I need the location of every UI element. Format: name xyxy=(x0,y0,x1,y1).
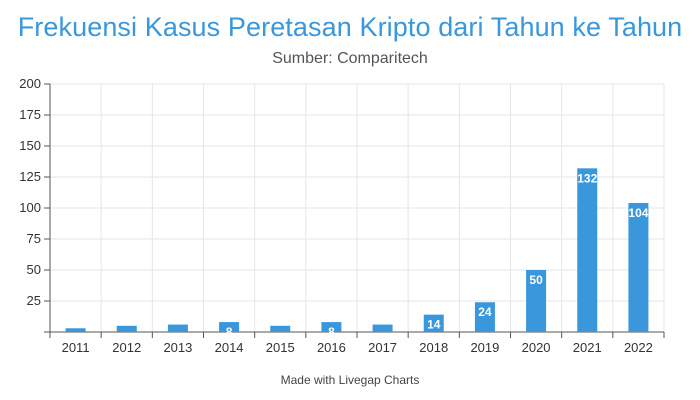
x-tick-label: 2013 xyxy=(163,340,192,355)
y-tick-label: 100 xyxy=(19,200,41,215)
x-tick-label: 2014 xyxy=(215,340,244,355)
chart-credit: Made with Livegap Charts xyxy=(280,373,420,387)
bars xyxy=(65,168,649,332)
x-tick-label: 2015 xyxy=(266,340,295,355)
y-tick-label: 200 xyxy=(19,76,41,91)
bar-2019 xyxy=(474,302,495,332)
bar-2014 xyxy=(219,322,240,332)
y-tick-label: 75 xyxy=(27,231,41,246)
y-tick-label: 175 xyxy=(19,107,41,122)
x-tick-label: 2016 xyxy=(317,340,346,355)
chart-subtitle: Sumber: Comparitech xyxy=(272,50,428,67)
x-tick-label: 2011 xyxy=(62,340,90,355)
bar-2020 xyxy=(526,270,547,332)
data-labels: 8 8 14 24 50 132 104 xyxy=(226,171,649,339)
bar-2015 xyxy=(270,325,291,332)
x-tick-label: 2022 xyxy=(624,340,653,355)
data-label-2022: 104 xyxy=(628,206,648,220)
data-label-2018: 14 xyxy=(427,318,441,332)
y-tick-label: 125 xyxy=(19,169,41,184)
x-tick-label: 2019 xyxy=(470,340,499,355)
bar-2021 xyxy=(577,168,598,332)
x-tick-label: 2020 xyxy=(522,340,551,355)
bar-2011 xyxy=(65,328,86,332)
bar-2017 xyxy=(372,324,393,332)
x-tick-label: 2021 xyxy=(573,340,602,355)
axes: 25 50 75 100 125 150 175 200 2011 2012 2013 2014 201… xyxy=(19,76,665,355)
y-tick-label: 150 xyxy=(19,138,41,153)
y-tick-label: 25 xyxy=(27,293,41,308)
bar-2018 xyxy=(423,314,444,332)
bar-2022 xyxy=(628,203,649,332)
gridlines xyxy=(49,83,665,332)
data-label-2021: 132 xyxy=(577,171,597,185)
bar-2016 xyxy=(321,322,342,332)
data-label-2014: 8 xyxy=(226,325,233,339)
chart-title: Frekuensi Kasus Peretasan Kripto dari Ta… xyxy=(17,12,683,42)
y-tick-label: 50 xyxy=(27,262,41,277)
data-label-2020: 50 xyxy=(529,273,543,287)
x-tick-label: 2012 xyxy=(112,340,141,355)
bar-2012 xyxy=(116,325,137,332)
data-label-2019: 24 xyxy=(478,305,492,319)
data-label-2016: 8 xyxy=(328,325,335,339)
x-tick-label: 2018 xyxy=(419,340,448,355)
x-tick-label: 2017 xyxy=(368,340,397,355)
bar-2013 xyxy=(167,324,188,332)
